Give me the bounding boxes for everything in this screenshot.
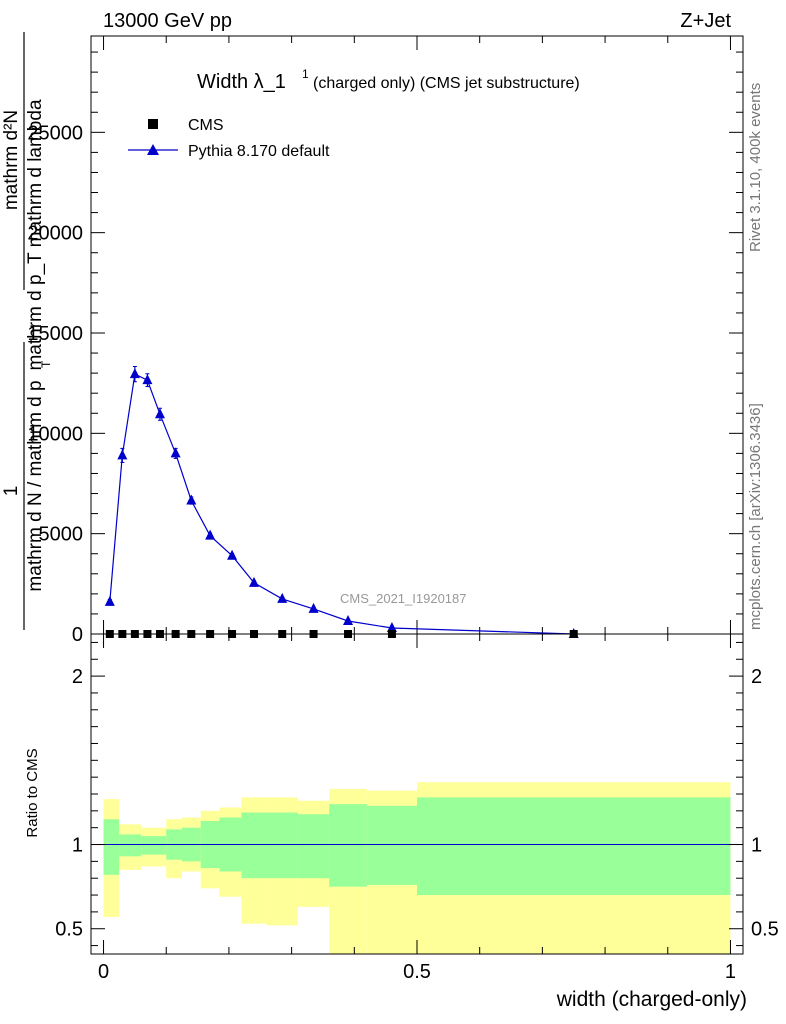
- ylabel-numerator: mathrm d²N: [1, 110, 22, 210]
- pythia-point: [386, 621, 397, 632]
- plot-title-rest: (charged only) (CMS jet substructure): [313, 75, 580, 92]
- ratio-green-band: [329, 804, 367, 887]
- plot-title-sup: 1: [302, 67, 309, 81]
- ratio-green-band: [141, 836, 167, 855]
- main-ytick-label: 15000: [27, 323, 83, 345]
- ratio-green-band: [266, 812, 298, 879]
- ratio-ytick-label-left: 0.5: [55, 919, 83, 941]
- main-ytick-label: 10000: [27, 423, 83, 445]
- main-ytick-label: 20000: [27, 223, 83, 245]
- pythia-point: [104, 595, 115, 606]
- legend-cms-label: CMS: [188, 117, 224, 134]
- pythia-point: [227, 549, 238, 560]
- pythia-point: [343, 614, 354, 625]
- ratio-xtick-label: 0: [98, 961, 109, 983]
- ratio-green-band: [366, 805, 417, 885]
- ratio-y-axis-label: Ratio to CMS: [24, 748, 41, 837]
- main-y-ticks: [91, 36, 743, 635]
- pythia-point: [142, 374, 153, 385]
- pythia-point: [129, 368, 140, 379]
- pythia-point: [277, 592, 288, 603]
- ratio-xtick-label: 0.5: [403, 961, 431, 983]
- ratio-green-band: [297, 814, 330, 879]
- ratio-panel: 0.5 0.51 12 2 0 0.5 1 Ratio to CMS width (cha…: [24, 633, 779, 1011]
- pythia-point: [249, 576, 259, 587]
- ratio-ytick-label-left: 1: [72, 835, 83, 857]
- legend-pythia-marker: [147, 144, 159, 155]
- ratio-y-ticks: 0.5 0.5 1 1 2 2: [55, 641, 779, 947]
- ratio-ytick-label-left: 2: [72, 666, 83, 688]
- mcplots-label: mcplots.cern.ch [arXiv:1306.3436]: [747, 403, 764, 630]
- header-process: Z+Jet: [680, 10, 731, 32]
- pythia-point: [154, 408, 165, 419]
- ratio-bands: [103, 782, 731, 954]
- main-ytick-label: 5000: [39, 524, 84, 546]
- header-energy: 13000 GeV pp: [103, 10, 232, 32]
- rivet-label: Rivet 3.1.10, 400k events: [747, 83, 764, 252]
- main-ytick-label: 0: [72, 624, 83, 646]
- legend-cms-marker: [148, 119, 158, 129]
- pythia-point: [170, 447, 181, 458]
- ratio-x-ticks: 0 0.5 1: [98, 634, 736, 983]
- plot-title-main: Width λ_1: [197, 71, 286, 93]
- ylabel-den-sub: T: [39, 360, 53, 368]
- legend: CMS Pythia 8.170 default: [128, 117, 330, 160]
- main-y-tick-labels: 0 5000 10000 15000 20000 25000: [27, 122, 83, 646]
- ylabel-outer-denominator: mathrm d N / mathrm d p: [25, 380, 46, 591]
- ratio-green-band: [417, 797, 731, 896]
- watermark: CMS_2021_I1920187: [340, 591, 467, 606]
- pythia-point: [117, 449, 128, 460]
- x-axis-label: width (charged-only): [556, 988, 747, 1011]
- ylabel-denominator: mathrm d p_T mathrm d lambda: [25, 99, 46, 370]
- ratio-ytick-label-right: 0.5: [751, 919, 779, 941]
- main-ytick-label: 25000: [27, 122, 83, 144]
- ylabel-outer-numerator: 1: [1, 486, 22, 497]
- pythia-point: [186, 494, 197, 505]
- ratio-ytick-label-right: 1: [751, 835, 762, 857]
- ratio-xtick-label: 1: [725, 961, 736, 983]
- ratio-green-band: [241, 812, 267, 879]
- main-panel: 0 5000 10000 15000 20000 25000 Width λ_1 1 (c…: [1, 32, 744, 646]
- pythia-point: [205, 529, 216, 540]
- main-y-axis-label: mathrm d²N mathrm d p_T mathrm d lambda …: [1, 32, 53, 630]
- ratio-green-band: [103, 819, 120, 875]
- pythia-point: [308, 602, 319, 613]
- legend-pythia-label: Pythia 8.170 default: [188, 143, 330, 160]
- ratio-ytick-label-right: 2: [751, 666, 762, 688]
- ratio-green-band: [119, 834, 142, 857]
